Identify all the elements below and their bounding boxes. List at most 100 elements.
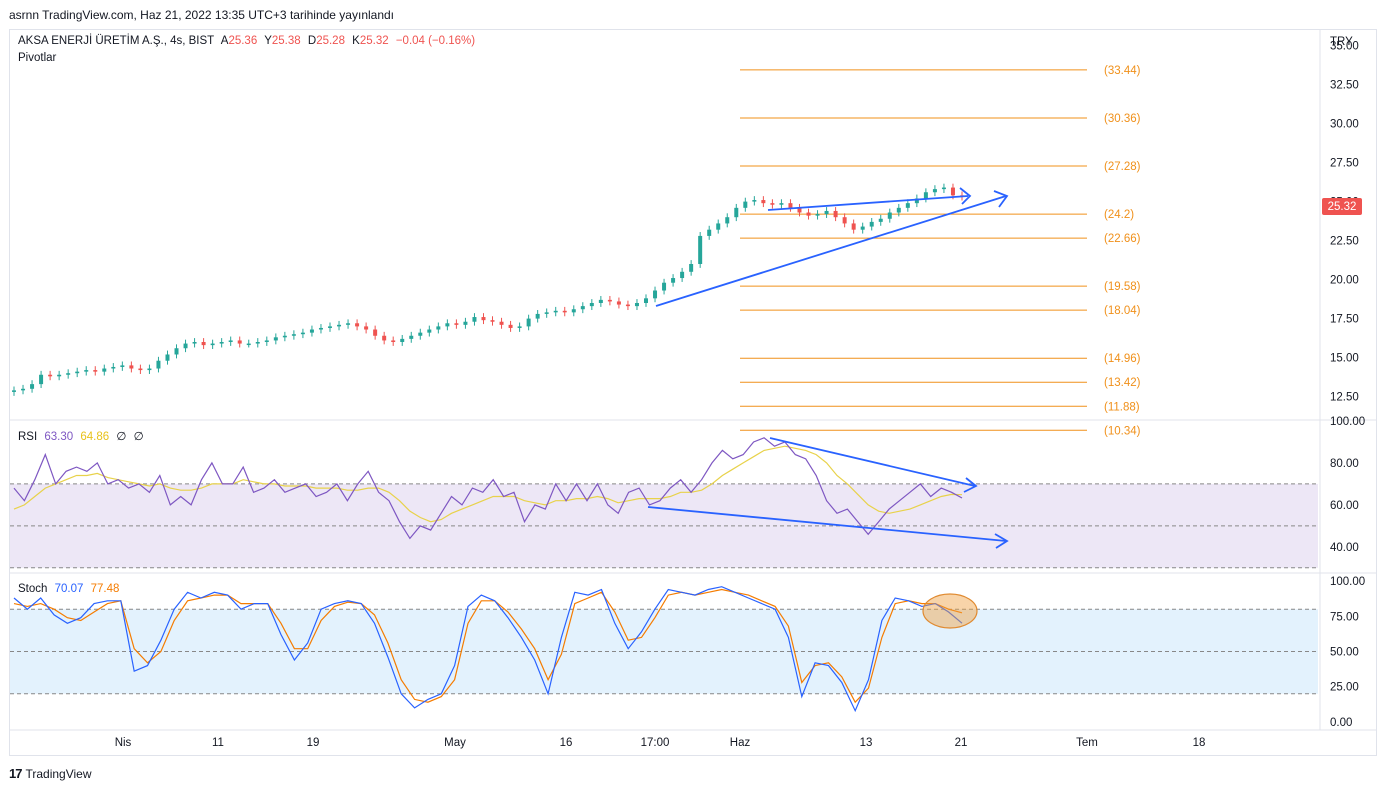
candle-body xyxy=(625,304,630,307)
candle-body xyxy=(571,309,576,313)
candle-body xyxy=(896,207,901,213)
stoch-tick-label: 50.00 xyxy=(1330,647,1359,659)
candle-body xyxy=(662,282,667,291)
pivot-label: (27.28) xyxy=(1104,161,1141,173)
candle-body xyxy=(914,198,919,204)
rsi-legend[interactable]: RSI 63.30 64.86 ∅ ∅ xyxy=(18,429,148,443)
tradingview-logo-icon: 17 xyxy=(9,766,23,781)
pivot-label: (19.58) xyxy=(1104,281,1141,293)
candle-body xyxy=(634,303,639,307)
chart-frame xyxy=(9,29,1377,756)
stoch-d-line xyxy=(13,588,963,704)
candle-body xyxy=(219,342,224,344)
candle-body xyxy=(255,342,260,344)
pivot-label: (33.44) xyxy=(1104,65,1141,77)
candle-body xyxy=(21,388,26,391)
candle-body xyxy=(120,365,125,367)
candle-body xyxy=(400,338,405,342)
candle-body xyxy=(923,192,928,199)
rsi-ma-line xyxy=(13,445,963,523)
stoch-d-value: 77.48 xyxy=(90,583,120,595)
candle-body xyxy=(192,342,197,344)
stoch-tick-label: 25.00 xyxy=(1330,682,1359,694)
change-value: −0.04 (−0.16%) xyxy=(395,35,476,47)
rsi-bottom-arrowhead xyxy=(994,533,1009,549)
pivot-label: (18.04) xyxy=(1104,305,1141,317)
price-tick-label: 12.50 xyxy=(1330,392,1359,404)
candle-body xyxy=(725,217,730,224)
candle-body xyxy=(373,329,378,336)
candle-body xyxy=(607,299,612,302)
candle-body xyxy=(246,343,251,346)
rsi-tick-label: 40.00 xyxy=(1330,542,1359,554)
candle-body xyxy=(508,324,513,328)
candle-body xyxy=(941,187,946,190)
candle-body xyxy=(174,348,179,355)
candle-body xyxy=(418,332,423,336)
time-tick-label: 11 xyxy=(212,737,224,749)
pivot-label: (24.2) xyxy=(1104,209,1134,221)
candle-body xyxy=(616,301,621,305)
stoch-highlight-ellipse xyxy=(922,593,978,629)
open-value: 25.36 xyxy=(228,35,258,47)
rsi-line xyxy=(13,437,963,540)
candle-body xyxy=(291,334,296,336)
last-price-badge xyxy=(1322,198,1362,215)
candle-body xyxy=(409,335,414,339)
time-tick-label: 16 xyxy=(560,737,573,749)
candle-body xyxy=(526,318,531,327)
indicator-label[interactable]: Pivotlar xyxy=(18,52,57,64)
close-value: 25.32 xyxy=(359,35,389,47)
time-tick-label: Nis xyxy=(115,737,132,749)
pivot-levels: (33.44) (30.36) (27.28) (24.2) (22.66) (19.58… xyxy=(740,65,1141,437)
stoch-tick-label: 100.00 xyxy=(1330,576,1365,588)
brand-name: TradingView xyxy=(25,766,92,781)
price-tick-label: 35.00 xyxy=(1330,41,1359,53)
candle-body xyxy=(815,214,820,216)
candle-body xyxy=(237,340,242,344)
time-tick-label: Haz xyxy=(730,737,751,749)
stoch-legend[interactable]: Stoch 70.07 77.48 xyxy=(18,583,123,595)
rsi-ma-value: 64.86 xyxy=(80,431,110,443)
candle-body xyxy=(589,303,594,307)
pivot-label: (14.96) xyxy=(1104,353,1141,365)
candle-body xyxy=(183,343,188,349)
candle-body xyxy=(436,326,441,330)
candle-body xyxy=(680,271,685,279)
rsi-series xyxy=(13,437,963,540)
candle-body xyxy=(391,340,396,342)
close-label: K xyxy=(352,35,360,47)
triangle-top-arrowhead xyxy=(959,187,972,205)
candle-body xyxy=(364,326,369,330)
candle-body xyxy=(75,371,80,374)
currency-label: TRY xyxy=(1330,36,1353,48)
high-label: Y xyxy=(264,35,272,47)
time-tick-label: 13 xyxy=(860,737,873,749)
candle-body xyxy=(535,313,540,319)
price-axis: 35.00 32.50 30.00 27.50 25.00 22.50 20.00 17.50… xyxy=(1330,41,1365,729)
candle-body xyxy=(734,207,739,218)
pivot-label: (13.42) xyxy=(1104,377,1141,389)
candle-body xyxy=(472,317,477,322)
candle-body xyxy=(878,218,883,222)
stoch-band-area xyxy=(10,608,1318,695)
footer-brand[interactable]: 17 TradingView xyxy=(9,766,92,781)
high-value: 25.38 xyxy=(271,35,301,47)
candle-body xyxy=(318,327,323,330)
price-tick-label: 22.50 xyxy=(1330,236,1359,248)
candle-body xyxy=(707,229,712,236)
candle-body xyxy=(382,335,387,341)
candle-body xyxy=(860,226,865,230)
candle-body xyxy=(887,212,892,219)
rsi-top-arrowhead xyxy=(963,477,978,493)
published-caption: asrnn TradingView.com, Haz 21, 2022 13:3… xyxy=(9,8,395,22)
price-tick-label: 15.00 xyxy=(1330,353,1359,365)
candle-body xyxy=(93,370,98,372)
candle-body xyxy=(264,340,269,342)
candle-body xyxy=(337,324,342,327)
candle-body xyxy=(111,366,116,369)
rsi-label: RSI xyxy=(18,431,38,443)
time-tick-label: 18 xyxy=(1193,737,1206,749)
trendline-drawings[interactable] xyxy=(647,187,1009,629)
